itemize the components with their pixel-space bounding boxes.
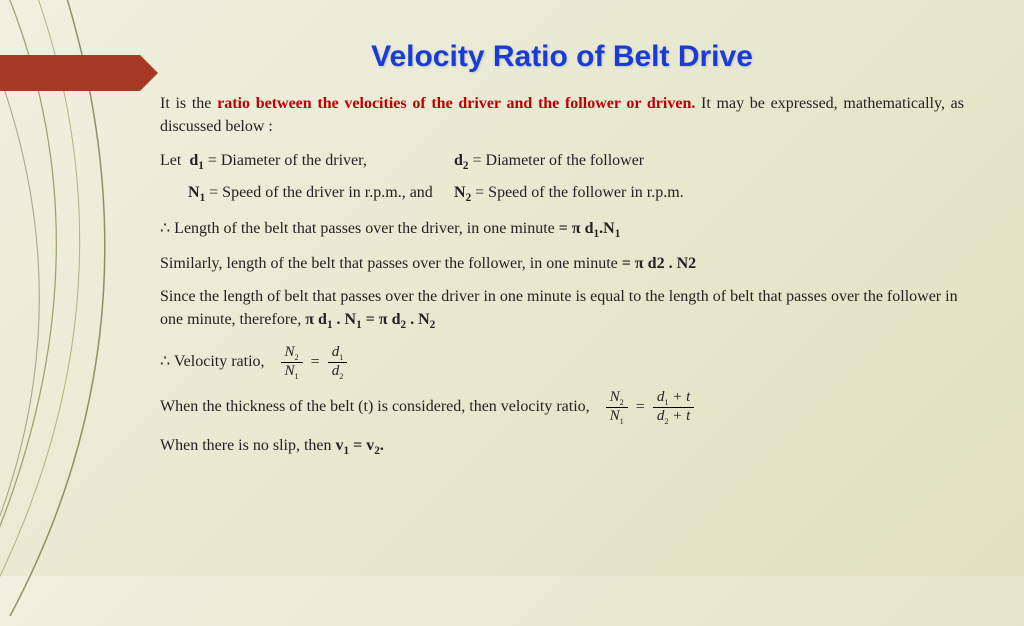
equality-statement: Since the length of belt that passes ove… [160, 285, 964, 334]
intro-paragraph: It is the ratio between the velocities o… [160, 92, 964, 138]
variable-definitions: Let d1 = Diameter of the driver, d2 = Di… [160, 148, 964, 208]
velocity-ratio-formula: ∴ Velocity ratio, N2N1 = d1d2 [160, 344, 964, 381]
n2-def: = Speed of the follower in r.p.m. [471, 184, 684, 201]
d1-def: = Diameter of the driver, [204, 152, 367, 169]
no-slip-condition: When there is no slip, then v1 = v2. [160, 434, 964, 459]
slide-title: Velocity Ratio of Belt Drive [160, 40, 964, 74]
intro-definition: ratio between the velocities of the driv… [217, 95, 695, 112]
belt-length-driver: ∴ Length of the belt that passes over th… [160, 217, 964, 242]
slide-ribbon [0, 55, 140, 91]
d2-def: = Diameter of the follower [469, 152, 645, 169]
let-label: Let [160, 152, 181, 169]
n1-def: = Speed of the driver in r.p.m., and [205, 184, 433, 201]
belt-length-follower: Similarly, length of the belt that passe… [160, 252, 964, 275]
slide-content: Velocity Ratio of Belt Drive It is the r… [160, 40, 964, 469]
thickness-formula: When the thickness of the belt (t) is co… [160, 389, 964, 426]
intro-pre: It is the [160, 95, 217, 112]
